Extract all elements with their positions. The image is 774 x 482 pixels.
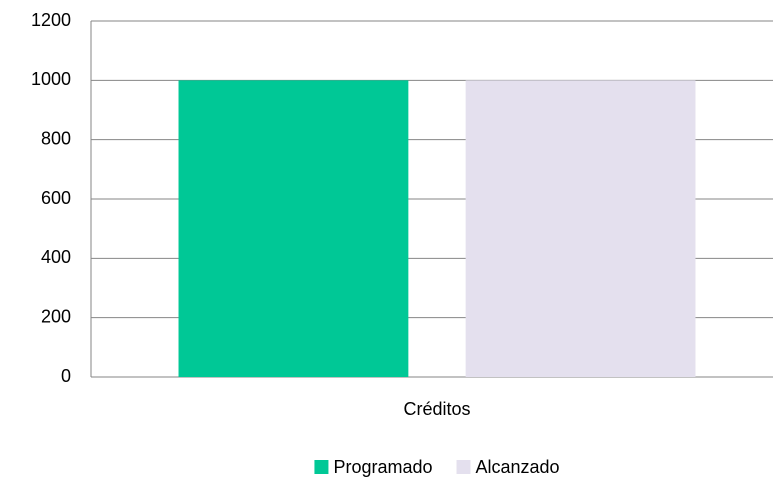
legend-swatch <box>456 460 471 474</box>
bar <box>465 80 696 377</box>
bar <box>178 80 409 377</box>
legend-label: Programado <box>333 457 432 477</box>
y-tick-label: 200 <box>41 306 71 326</box>
legend-swatch <box>314 460 329 474</box>
x-tick-label: Créditos <box>403 399 470 419</box>
y-tick-label: 1000 <box>31 69 71 89</box>
y-tick-label: 0 <box>61 366 71 386</box>
y-tick-label: 1200 <box>31 10 71 30</box>
legend-label: Alcanzado <box>476 457 560 477</box>
y-tick-label: 800 <box>41 128 71 148</box>
y-tick-label: 600 <box>41 188 71 208</box>
y-tick-label: 400 <box>41 247 71 267</box>
